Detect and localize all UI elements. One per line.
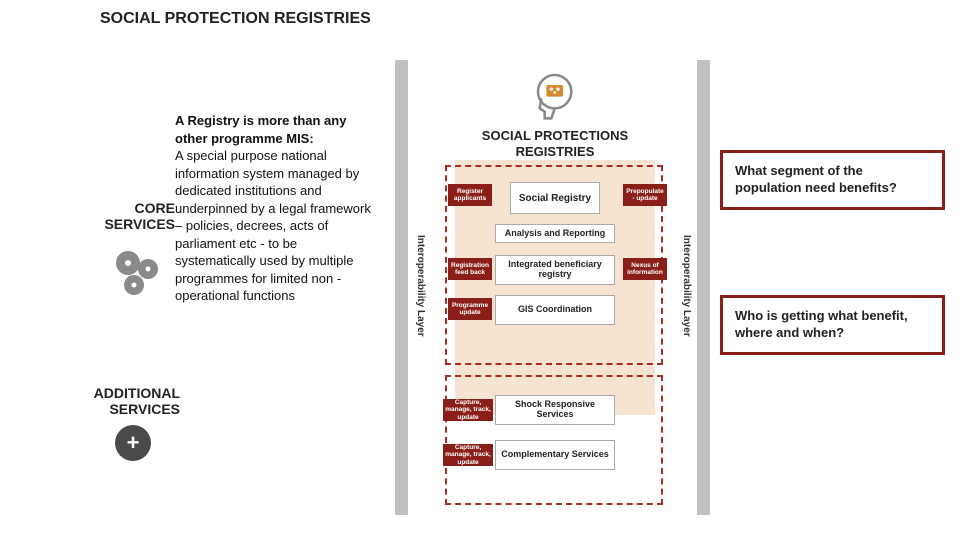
registry-heading: A Registry is more than any other progra…	[175, 113, 346, 146]
chip-analysis: Analysis and Reporting	[495, 224, 615, 243]
tag-nexus: Nexus of information	[623, 258, 667, 280]
chip-integrated-registry: Integrated beneficiary registry	[495, 255, 615, 285]
plus-icon: +	[115, 425, 151, 461]
core-services-label: CORE SERVICES	[95, 200, 175, 232]
tag-prepopulate: Prepopulate - update	[623, 184, 667, 206]
registry-body: A special purpose national information s…	[175, 148, 371, 303]
section-title: SOCIAL PROTECTIONS REGISTRIES	[455, 128, 655, 159]
question-box-1: What segment of the population need bene…	[720, 150, 945, 210]
head-icon	[528, 70, 578, 120]
interop-label-right: Interoperability Layer	[681, 235, 692, 337]
chip-shock-responsive: Shock Responsive Services	[495, 395, 615, 425]
question-box-2: Who is getting what benefit, where and w…	[720, 295, 945, 355]
chip-gis: GIS Coordination	[495, 295, 615, 325]
gears-icon	[110, 245, 168, 308]
tag-programme-update: Programme update	[448, 298, 492, 320]
right-column: What segment of the population need bene…	[720, 150, 945, 355]
vertical-bar-right	[697, 60, 710, 515]
tag-capture-1: Capture, manage, track, update	[443, 399, 493, 421]
middle-diagram: SOCIAL PROTECTIONS REGISTRIES Interopera…	[395, 60, 710, 520]
interop-label-left: Interoperability Layer	[415, 235, 426, 337]
chip-complementary: Complementary Services	[495, 440, 615, 470]
additional-services-label: ADDITIONAL SERVICES	[75, 385, 180, 417]
tag-capture-2: Capture, manage, track, update	[443, 444, 493, 466]
vertical-bar-left	[395, 60, 408, 515]
chip-social-registry: Social Registry	[510, 182, 600, 214]
tag-registration-feedback: Registration feed back	[448, 258, 492, 280]
page-title: SOCIAL PROTECTION REGISTRIES	[100, 10, 371, 28]
page-root: SOCIAL PROTECTION REGISTRIES CORE SERVIC…	[0, 0, 960, 540]
registry-description: A Registry is more than any other progra…	[175, 112, 375, 305]
tag-register-applicants: Register applicants	[448, 184, 492, 206]
